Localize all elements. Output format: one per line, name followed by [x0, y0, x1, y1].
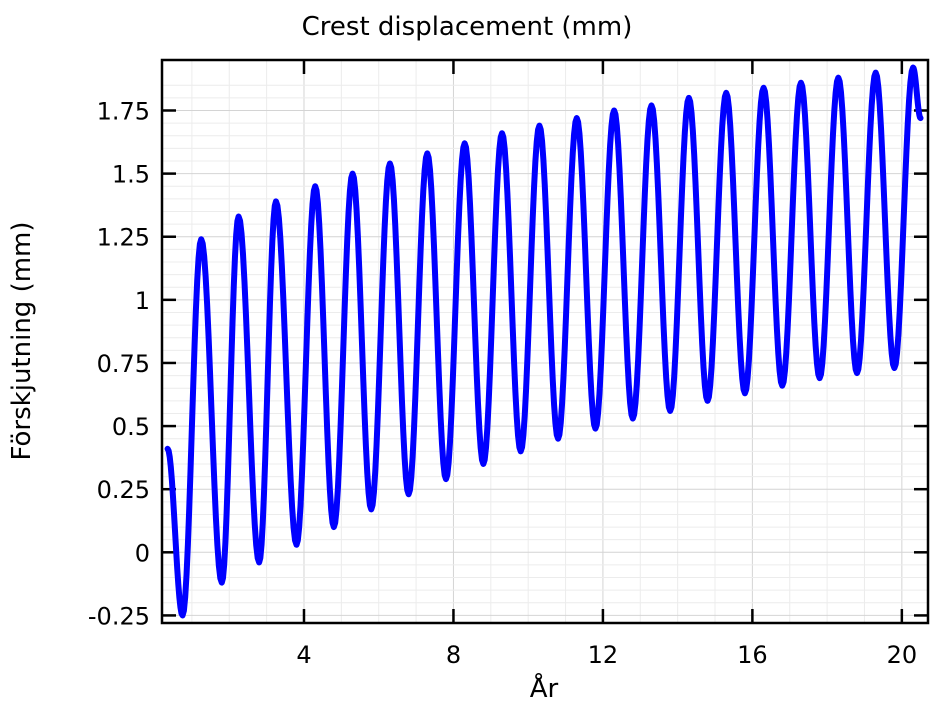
y-tick-label: 1.25 [97, 224, 150, 252]
chart-title: Crest displacement (mm) [302, 12, 633, 42]
x-tick-label: 8 [446, 641, 461, 669]
x-tick-label: 20 [887, 641, 918, 669]
y-axis-label: Förskjutning (mm) [7, 221, 37, 460]
x-tick-label: 16 [737, 641, 768, 669]
y-tick-label: 1.5 [112, 161, 150, 189]
x-tick-label: 12 [588, 641, 619, 669]
y-tick-label: 1.75 [97, 97, 150, 125]
y-tick-label: 0.5 [112, 413, 150, 441]
y-tick-label: -0.25 [88, 602, 150, 630]
y-tick-label: 1 [135, 287, 150, 315]
series-line [164, 64, 924, 619]
x-axis-label: År [530, 672, 559, 704]
y-tick-label: 0.75 [97, 350, 150, 378]
y-tick-label: 0.25 [97, 476, 150, 504]
x-tick-label: 4 [296, 641, 311, 669]
plot-area-frame [160, 58, 930, 625]
axis-ticks: 4 8 12 16 20 -0.25 0 0.25 0.5 0.75 1 1.25 1.5 1.75 [88, 60, 928, 669]
series-layer [164, 64, 924, 619]
y-tick-label: 0 [135, 539, 150, 567]
